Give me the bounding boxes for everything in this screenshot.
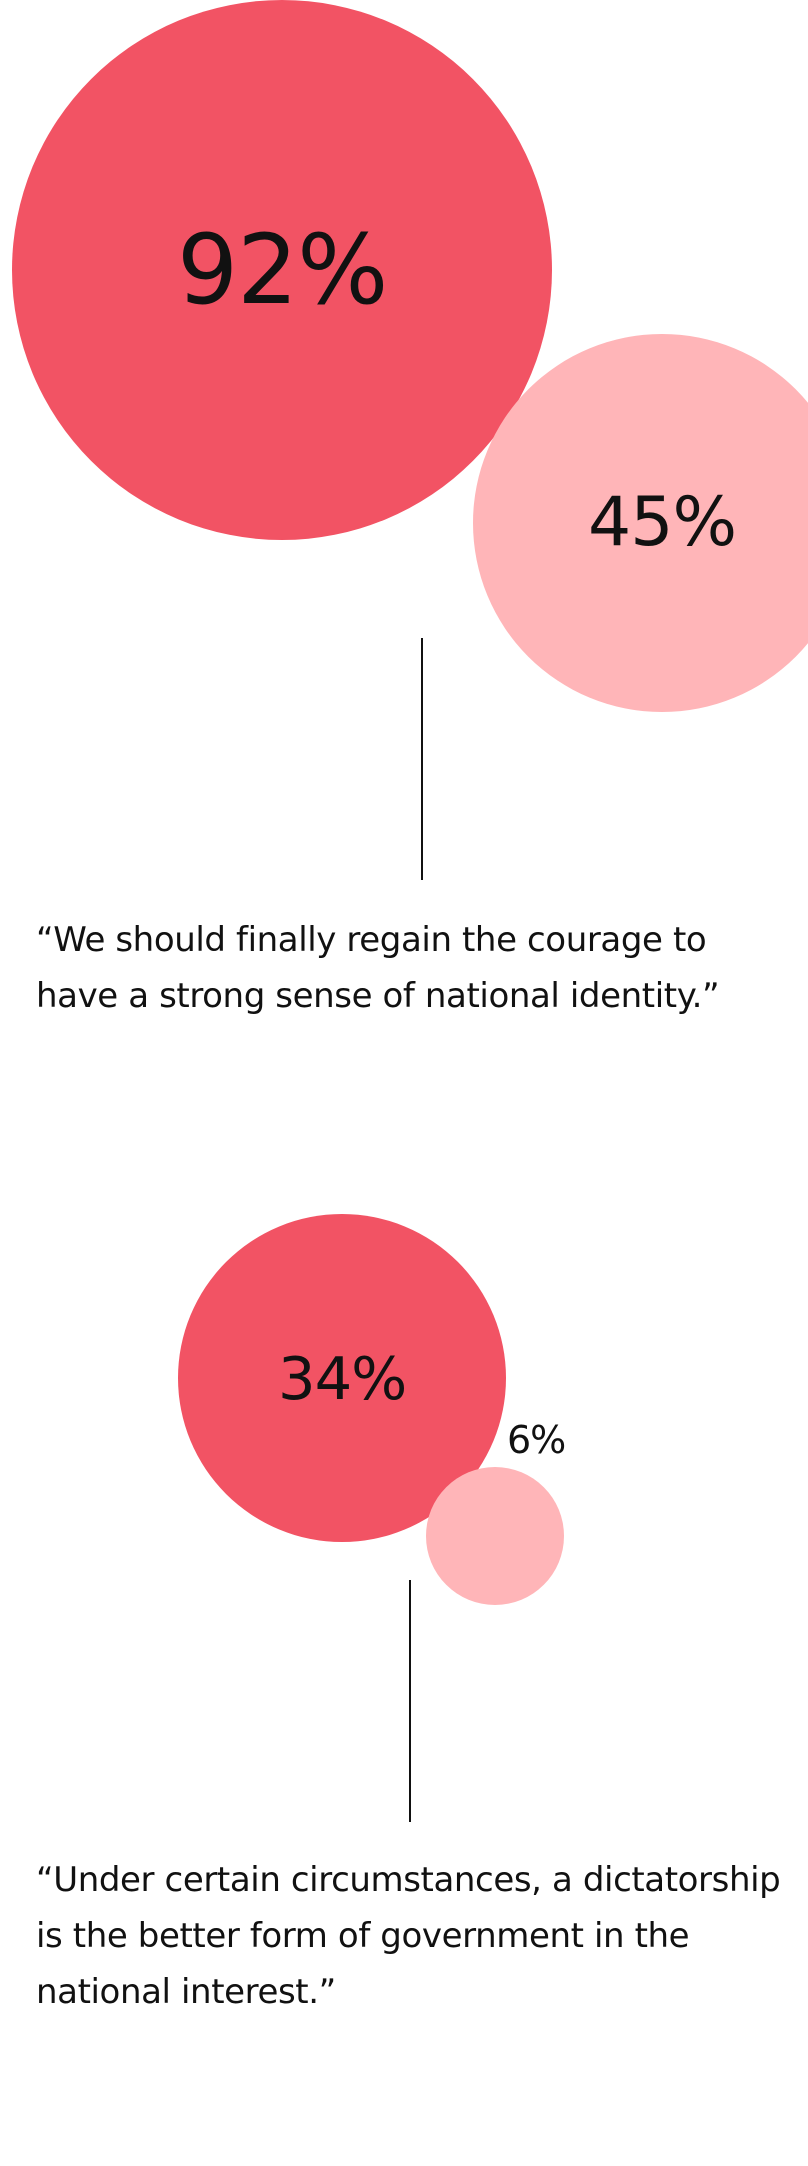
stem-line [421, 638, 423, 880]
stem-line [409, 1580, 411, 1822]
bubble-primary-label: 34% [278, 1343, 407, 1413]
bubble-secondary [426, 1467, 564, 1605]
bubble-primary [12, 0, 552, 540]
bubble-secondary-label: 45% [588, 483, 737, 562]
statement-quote: “Under certain circumstances, a dictator… [36, 1860, 781, 2012]
chart-block-national-identity: 92% 45% “We should finally regain the co… [0, 0, 808, 1020]
bubble-secondary-label: 6% [507, 1418, 566, 1463]
statement-quote: “We should finally regain the courage to… [36, 920, 720, 1016]
chart-block-dictatorship: 34% 6% “Under certain circumstances, a d… [0, 1213, 808, 2140]
bubble-primary-label: 92% [177, 214, 388, 326]
bubble-secondary [473, 334, 808, 712]
